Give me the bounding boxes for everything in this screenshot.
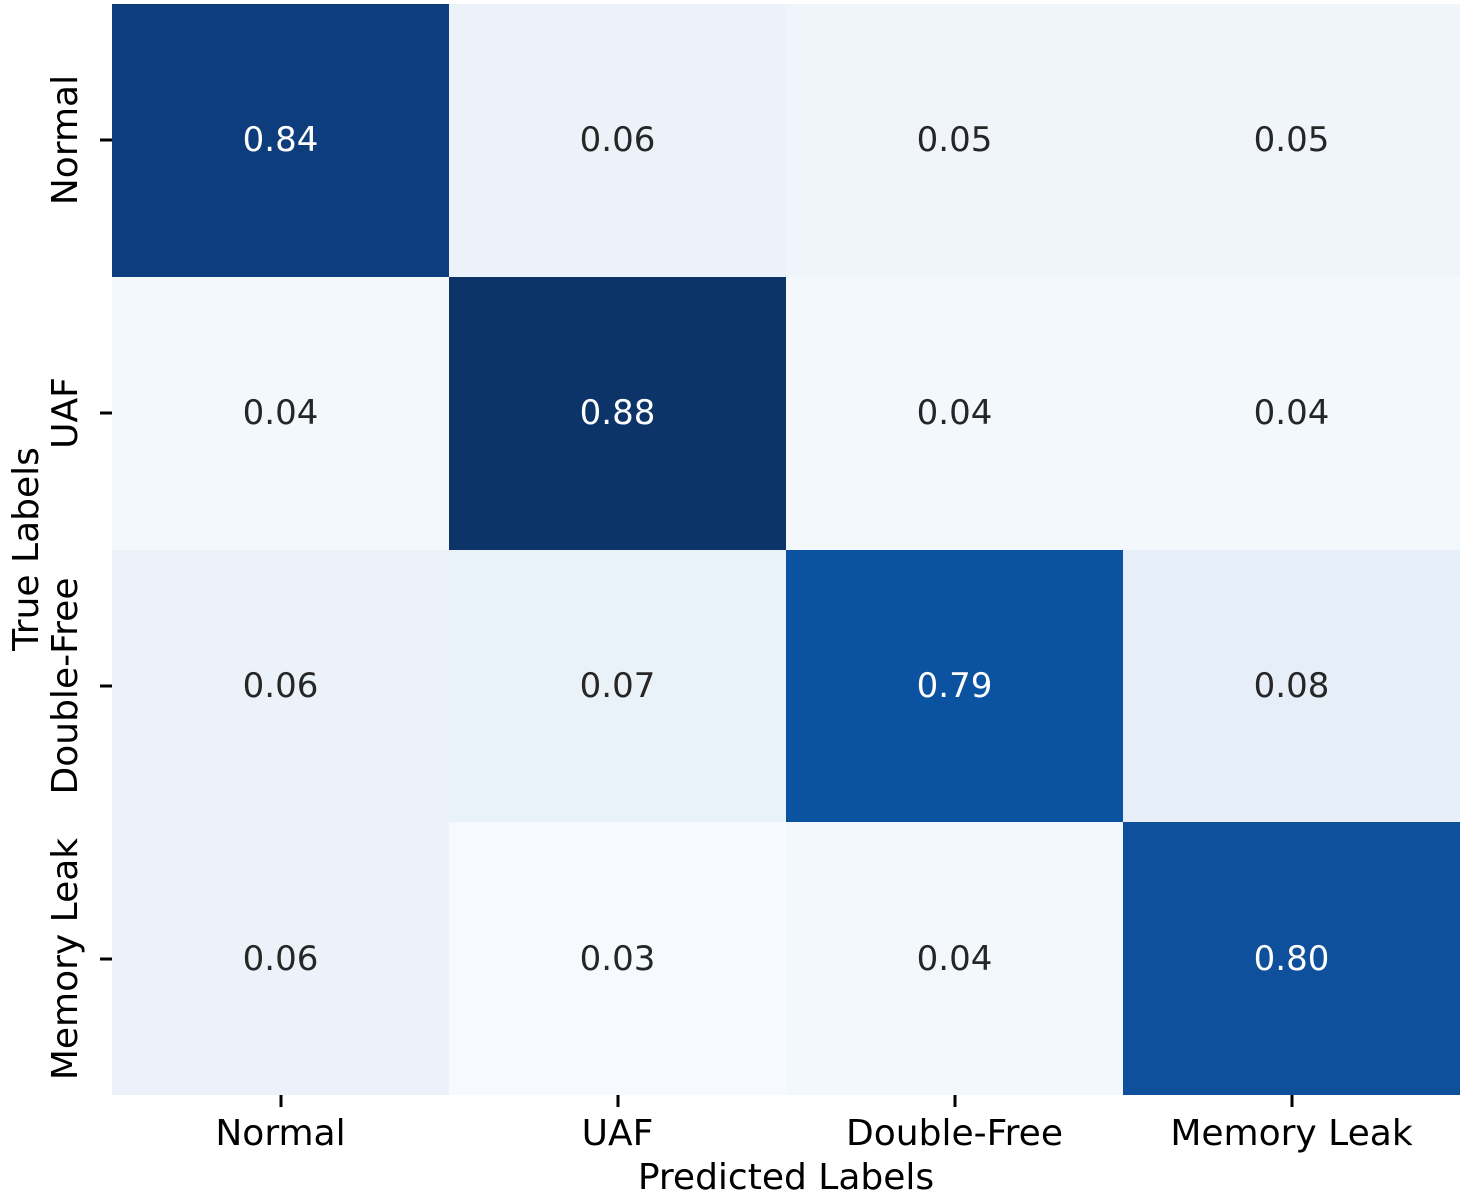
x-axis-label: Predicted Labels <box>637 1157 935 1198</box>
heatmap-grid: 0.84 0.06 0.05 0.05 0.04 0.88 0.04 0.04 0.06 0.07… <box>112 4 1460 1095</box>
x-tick-label-uaf: UAF <box>581 1113 654 1154</box>
heatmap-cell-double-free-uaf: 0.07 <box>449 549 786 823</box>
y-tick-label-memory-leak: Memory Leak <box>45 837 86 1080</box>
heatmap-cell-uaf-memory-leak: 0.04 <box>1123 276 1460 550</box>
heatmap-cell-uaf-uaf: 0.88 <box>449 276 786 550</box>
x-tick-label-normal: Normal <box>215 1113 346 1154</box>
heatmap-cell-double-free-double-free: 0.79 <box>786 549 1123 823</box>
heatmap-cell-uaf-normal: 0.04 <box>112 276 449 550</box>
y-tick-label-double-free: Double-Free <box>45 577 86 795</box>
heatmap-cell-uaf-double-free: 0.04 <box>786 276 1123 550</box>
x-tick-memory-leak <box>1290 1095 1293 1107</box>
heatmap-cell-memory-leak-double-free: 0.04 <box>786 822 1123 1095</box>
heatmap-cell-memory-leak-memory-leak: 0.80 <box>1123 822 1460 1095</box>
heatmap-cell-double-free-memory-leak: 0.08 <box>1123 549 1460 823</box>
y-tick-memory-leak <box>100 957 112 961</box>
y-tick-normal <box>100 138 112 142</box>
heatmap-cell-normal-double-free: 0.05 <box>786 4 1123 277</box>
heatmap-cell-normal-normal: 0.84 <box>112 4 449 277</box>
y-tick-label-normal: Normal <box>45 75 86 206</box>
y-tick-double-free <box>100 684 112 688</box>
x-tick-uaf <box>616 1095 619 1107</box>
y-tick-uaf <box>100 411 112 415</box>
heatmap-cell-normal-memory-leak: 0.05 <box>1123 4 1460 277</box>
x-tick-double-free <box>953 1095 956 1107</box>
y-tick-label-uaf: UAF <box>45 377 86 449</box>
heatmap-cell-double-free-normal: 0.06 <box>112 549 449 823</box>
x-tick-label-memory-leak: Memory Leak <box>1170 1113 1413 1154</box>
heatmap-cell-normal-uaf: 0.06 <box>449 4 786 277</box>
x-tick-normal <box>279 1095 282 1107</box>
heatmap-cell-memory-leak-normal: 0.06 <box>112 822 449 1095</box>
heatmap-cell-memory-leak-uaf: 0.03 <box>449 822 786 1095</box>
y-axis-label: True Labels <box>6 447 47 651</box>
x-tick-label-double-free: Double-Free <box>846 1113 1063 1154</box>
